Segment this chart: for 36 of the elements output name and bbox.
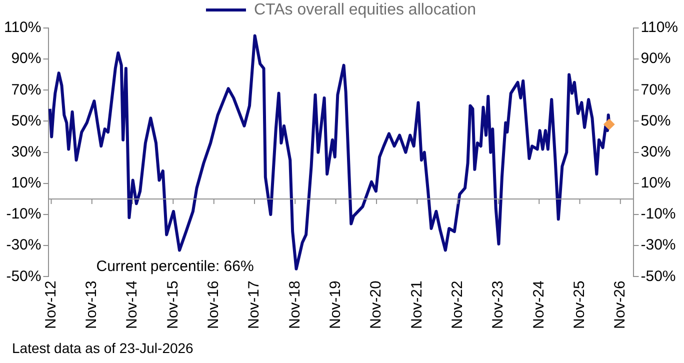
y-tick-label: 90%	[11, 50, 42, 68]
y-tick-label: 30%	[11, 143, 42, 160]
x-tick-label: Nov-23	[490, 280, 507, 330]
x-tick-label: Nov-26	[612, 280, 629, 330]
x-tick-label: Nov-18	[286, 280, 304, 330]
y2-tick-label: 10%	[640, 174, 671, 192]
y2-tick-label: -30%	[640, 236, 676, 254]
y-tick-label: 50%	[11, 112, 42, 130]
annotation: Current percentile: 66%	[96, 258, 254, 275]
y2-tick-label: 110%	[640, 19, 678, 36]
x-tick-label: Nov-22	[448, 280, 466, 330]
x-tick-label: Nov-21	[408, 280, 426, 330]
y2-tick-label: 70%	[640, 81, 671, 98]
y2-tick-label: 30%	[640, 143, 671, 160]
y-tick-label: 70%	[11, 81, 42, 98]
y2-tick-label: -50%	[640, 268, 676, 285]
legend-label: CTAs overall equities allocation	[254, 1, 476, 18]
x-tick-label: Nov-12	[42, 280, 60, 330]
y-tick-label: -50%	[6, 268, 42, 285]
text: Latest data as of 23-Jul-2026	[12, 340, 194, 356]
x-tick-label: Nov-19	[326, 280, 344, 330]
y2-tick-label: 50%	[640, 112, 671, 130]
y2-tick-label: -10%	[640, 206, 676, 223]
x-tick-label: Nov-25	[570, 280, 588, 330]
x-tick-label: Nov-17	[246, 280, 263, 330]
x-tick-label: Nov-14	[124, 280, 141, 330]
x-tick-label: Nov-20	[368, 280, 385, 330]
y-tick-label: -10%	[6, 206, 42, 223]
x-tick-label: Nov-16	[205, 280, 222, 330]
x-tick-label: Nov-15	[164, 280, 182, 330]
x-tick-label: Nov-13	[83, 280, 100, 330]
y-tick-label: 110%	[4, 19, 42, 36]
y2-tick-label: 90%	[640, 50, 671, 68]
x-tick-label: Nov-24	[530, 280, 548, 330]
y-tick-label: -30%	[6, 236, 42, 254]
y-tick-label: 10%	[11, 174, 42, 192]
